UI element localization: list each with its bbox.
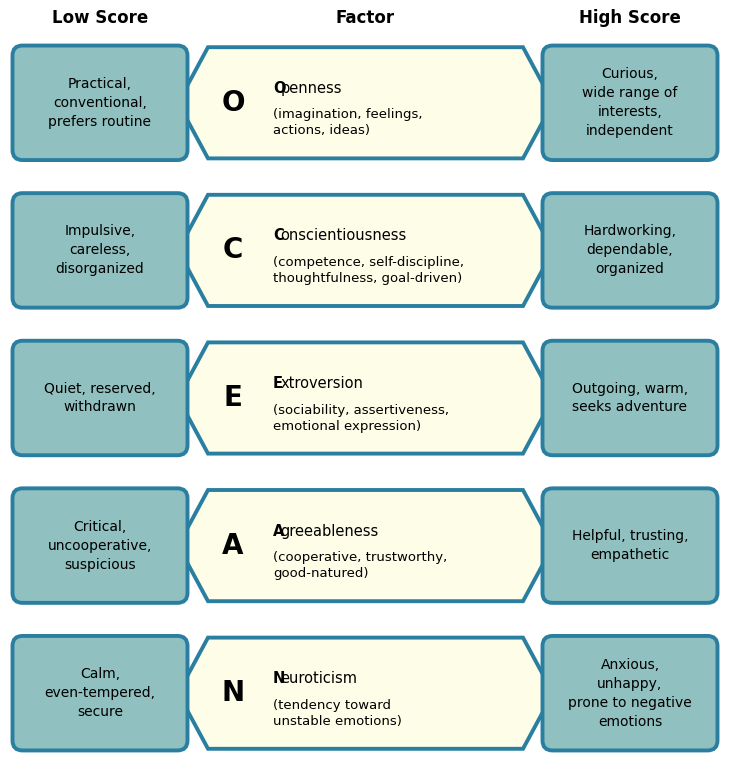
Text: High Score: High Score [579, 9, 681, 27]
FancyBboxPatch shape [542, 45, 718, 160]
Text: Critical,
uncooperative,
suspicious: Critical, uncooperative, suspicious [48, 520, 152, 571]
FancyBboxPatch shape [12, 193, 187, 308]
Text: euroticism: euroticism [281, 671, 357, 686]
FancyBboxPatch shape [542, 341, 718, 455]
Text: Quiet, reserved,
withdrawn: Quiet, reserved, withdrawn [44, 381, 156, 414]
Text: Helpful, trusting,
empathetic: Helpful, trusting, empathetic [572, 529, 689, 562]
Text: Factor: Factor [336, 9, 395, 27]
Text: Practical,
conventional,
prefers routine: Practical, conventional, prefers routine [48, 77, 151, 128]
Text: N: N [221, 679, 245, 707]
Text: E: E [224, 384, 243, 412]
Text: Low Score: Low Score [52, 9, 148, 27]
Text: E: E [273, 376, 283, 391]
FancyBboxPatch shape [542, 636, 718, 751]
Text: Calm,
even-tempered,
secure: Calm, even-tempered, secure [45, 667, 156, 719]
Text: O: O [273, 81, 286, 96]
Polygon shape [178, 638, 553, 749]
Text: penness: penness [281, 81, 342, 96]
Polygon shape [178, 195, 553, 306]
Text: Anxious,
unhappy,
prone to negative
emotions: Anxious, unhappy, prone to negative emot… [568, 657, 692, 728]
FancyBboxPatch shape [12, 45, 187, 160]
Polygon shape [178, 490, 553, 601]
Text: xtroversion: xtroversion [281, 376, 363, 391]
Text: Hardworking,
dependable,
organized: Hardworking, dependable, organized [583, 225, 676, 276]
Text: Outgoing, warm,
seeks adventure: Outgoing, warm, seeks adventure [572, 381, 688, 414]
FancyBboxPatch shape [12, 341, 187, 455]
Text: O: O [221, 88, 245, 117]
FancyBboxPatch shape [542, 488, 718, 603]
Text: greeableness: greeableness [281, 524, 379, 538]
Polygon shape [178, 342, 553, 454]
Polygon shape [178, 47, 553, 158]
Text: (cooperative, trustworthy,
good-natured): (cooperative, trustworthy, good-natured) [273, 551, 447, 580]
FancyBboxPatch shape [542, 193, 718, 308]
Text: (sociability, assertiveness,
emotional expression): (sociability, assertiveness, emotional e… [273, 404, 449, 432]
Text: C: C [223, 236, 243, 265]
Text: (imagination, feelings,
actions, ideas): (imagination, feelings, actions, ideas) [273, 108, 423, 138]
Text: N: N [273, 671, 285, 686]
Text: (competence, self-discipline,
thoughtfulness, goal-driven): (competence, self-discipline, thoughtful… [273, 256, 464, 285]
Text: Curious,
wide range of
interests,
independent: Curious, wide range of interests, indepe… [583, 68, 678, 138]
FancyBboxPatch shape [12, 636, 187, 751]
FancyBboxPatch shape [12, 488, 187, 603]
Text: onscientiousness: onscientiousness [281, 228, 407, 244]
Text: (tendency toward
unstable emotions): (tendency toward unstable emotions) [273, 699, 402, 727]
Text: A: A [273, 524, 284, 538]
Text: C: C [273, 228, 284, 244]
Text: A: A [222, 531, 243, 560]
Text: Impulsive,
careless,
disorganized: Impulsive, careless, disorganized [56, 225, 145, 276]
